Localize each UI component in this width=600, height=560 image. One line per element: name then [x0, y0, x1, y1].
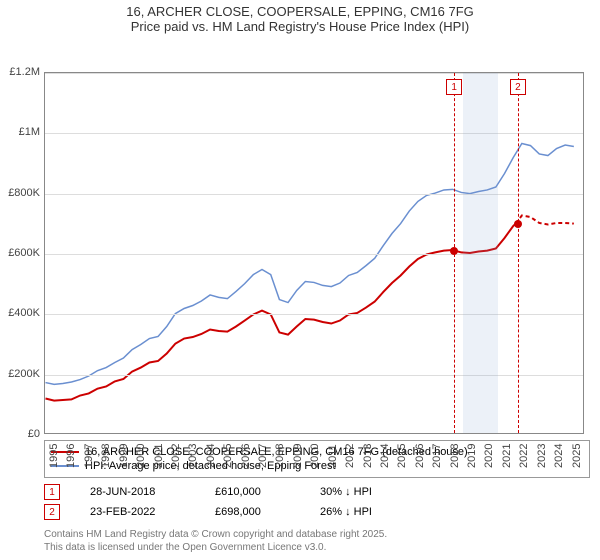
- y-axis-label: £1.2M: [0, 66, 40, 78]
- event-pct: 26% ↓ HPI: [320, 506, 400, 518]
- x-axis-label: 1996: [65, 444, 77, 468]
- y-axis-label: £800K: [0, 187, 40, 199]
- y-axis-label: £0: [0, 428, 40, 440]
- y-axis-label: £600K: [0, 247, 40, 259]
- gridline: [45, 254, 583, 255]
- event-marker-box: 2: [44, 504, 60, 520]
- event-pct: 30% ↓ HPI: [320, 486, 400, 498]
- x-axis-label: 2016: [414, 444, 426, 468]
- chart-area: 12 £0£200K£400K£600K£800K£1M£1.2M1995199…: [0, 34, 600, 434]
- chart-container: 16, ARCHER CLOSE, COOPERSALE, EPPING, CM…: [0, 0, 600, 560]
- x-axis-label: 2019: [466, 444, 478, 468]
- event-marker-box: 1: [44, 484, 60, 500]
- event-marker: 1: [446, 79, 462, 95]
- event-marker: 2: [510, 79, 526, 95]
- x-axis-label: 2015: [396, 444, 408, 468]
- x-axis-label: 2025: [571, 444, 583, 468]
- x-axis-label: 2017: [431, 444, 443, 468]
- x-axis-label: 1995: [48, 444, 60, 468]
- x-axis-label: 2002: [170, 444, 182, 468]
- x-axis-label: 2008: [274, 444, 286, 468]
- y-axis-label: £200K: [0, 368, 40, 380]
- x-axis-label: 2024: [553, 444, 565, 468]
- event-price: £610,000: [215, 486, 290, 498]
- x-axis-label: 2006: [240, 444, 252, 468]
- footer-line: This data is licensed under the Open Gov…: [44, 541, 590, 554]
- x-axis-label: 2023: [536, 444, 548, 468]
- gridline: [45, 133, 583, 134]
- x-axis-label: 2020: [483, 444, 495, 468]
- x-axis-label: 2004: [205, 444, 217, 468]
- x-axis-label: 2009: [292, 444, 304, 468]
- x-axis-label: 2007: [257, 444, 269, 468]
- x-axis-label: 2021: [501, 444, 513, 468]
- x-axis-label: 2022: [518, 444, 530, 468]
- chart-lines: [45, 73, 583, 433]
- event-dot: [514, 220, 522, 228]
- x-axis-label: 2003: [187, 444, 199, 468]
- x-axis-label: 2014: [379, 444, 391, 468]
- x-axis-label: 2011: [327, 444, 339, 468]
- footer: Contains HM Land Registry data © Crown c…: [44, 528, 590, 554]
- event-row: 1 28-JUN-2018 £610,000 30% ↓ HPI: [44, 482, 590, 502]
- footer-line: Contains HM Land Registry data © Crown c…: [44, 528, 590, 541]
- event-row: 2 23-FEB-2022 £698,000 26% ↓ HPI: [44, 502, 590, 522]
- event-date: 28-JUN-2018: [90, 486, 185, 498]
- event-vline: [518, 73, 519, 433]
- shaded-band: [463, 73, 498, 433]
- plot-area: 12: [44, 72, 584, 434]
- y-axis-label: £1M: [0, 126, 40, 138]
- y-axis-label: £400K: [0, 307, 40, 319]
- chart-title-line1: 16, ARCHER CLOSE, COOPERSALE, EPPING, CM…: [0, 0, 600, 19]
- x-axis-label: 2013: [362, 444, 374, 468]
- x-axis-label: 1999: [118, 444, 130, 468]
- gridline: [45, 314, 583, 315]
- x-axis-label: 2018: [449, 444, 461, 468]
- gridline: [45, 73, 583, 74]
- x-axis-label: 2005: [222, 444, 234, 468]
- x-axis-label: 2012: [344, 444, 356, 468]
- x-axis-label: 2010: [309, 444, 321, 468]
- event-price: £698,000: [215, 506, 290, 518]
- x-axis-label: 1997: [83, 444, 95, 468]
- x-axis-label: 1998: [100, 444, 112, 468]
- gridline: [45, 194, 583, 195]
- x-axis-label: 2001: [153, 444, 165, 468]
- gridline: [45, 375, 583, 376]
- event-table: 1 28-JUN-2018 £610,000 30% ↓ HPI 2 23-FE…: [44, 482, 590, 522]
- x-axis-label: 2000: [135, 444, 147, 468]
- chart-title-line2: Price paid vs. HM Land Registry's House …: [0, 19, 600, 34]
- event-date: 23-FEB-2022: [90, 506, 185, 518]
- event-dot: [450, 247, 458, 255]
